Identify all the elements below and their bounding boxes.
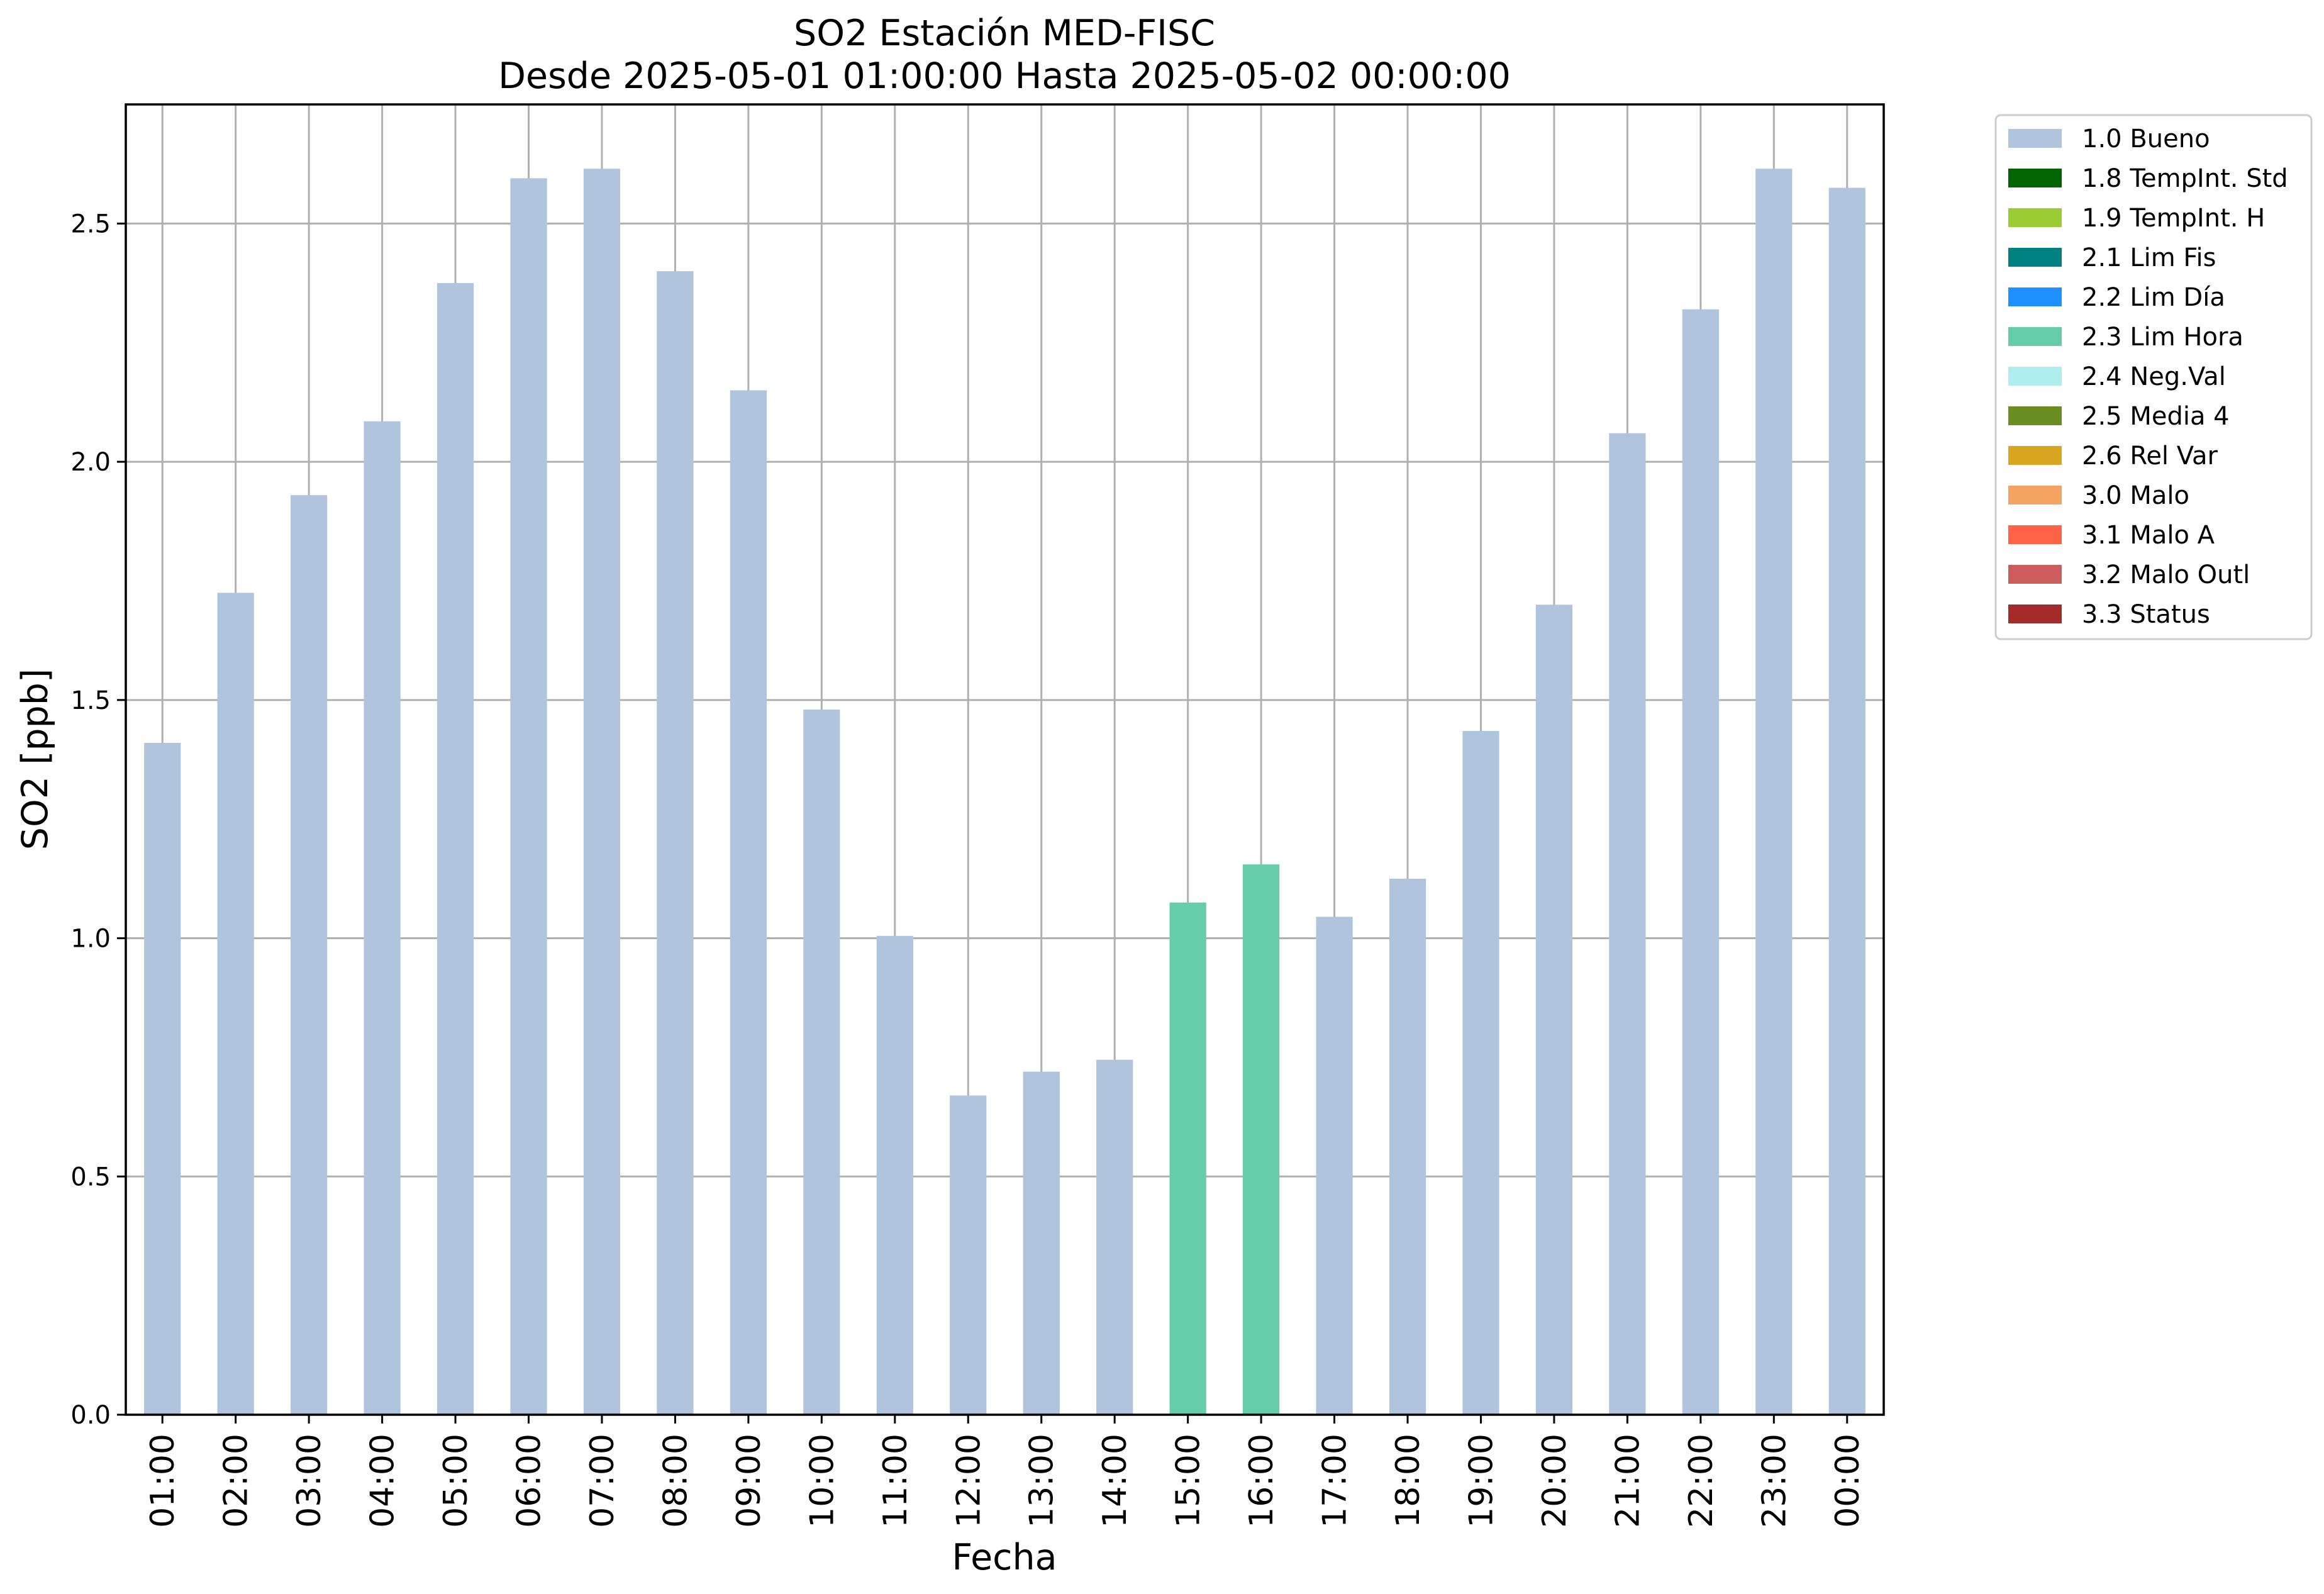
y-tick-label: 0.0 — [70, 1401, 111, 1430]
legend-swatch — [2008, 287, 2062, 306]
x-tick-label: 08:00 — [657, 1434, 694, 1528]
legend-label: 3.3 Status — [2082, 600, 2210, 629]
x-tick-label: 07:00 — [584, 1434, 621, 1528]
x-tick-label: 03:00 — [291, 1434, 328, 1528]
x-tick-label: 12:00 — [950, 1434, 987, 1528]
x-tick-label: 04:00 — [364, 1434, 402, 1528]
y-tick-label: 2.5 — [70, 209, 111, 238]
legend-frame — [1994, 114, 2313, 640]
x-tick-label: 18:00 — [1389, 1434, 1427, 1528]
x-tick-label: 20:00 — [1536, 1434, 1574, 1528]
bar-16:00 — [1242, 864, 1280, 1415]
x-axis-ticks: 01:00 02:00 03:00 04:00 05:00 06:00 07:00 08:00… — [144, 1415, 1867, 1528]
bar-17:00 — [1316, 917, 1353, 1415]
legend-label: 3.2 Malo Outl — [2082, 560, 2250, 589]
x-tick-label: 00:00 — [1829, 1434, 1867, 1528]
legend-label: 3.0 Malo — [2082, 481, 2189, 510]
legend-label: 2.3 Lim Hora — [2082, 323, 2243, 352]
legend-label: 3.1 Malo A — [2082, 521, 2215, 550]
legend-label: 2.5 Media 4 — [2082, 402, 2230, 431]
x-tick-label: 09:00 — [730, 1434, 768, 1528]
axes-frame — [125, 103, 1885, 1416]
bar-20:00 — [1535, 605, 1573, 1415]
bar-02:00 — [217, 593, 254, 1415]
x-tick-label: 23:00 — [1755, 1434, 1793, 1528]
bar-18:00 — [1389, 878, 1426, 1415]
legend-swatch — [2008, 605, 2062, 623]
x-tick-label: 17:00 — [1316, 1434, 1354, 1528]
x-tick-label: 21:00 — [1609, 1434, 1647, 1528]
y-tick-label: 1.5 — [70, 686, 111, 715]
chart-title: SO2 Estación MED-FISC — [794, 13, 1215, 54]
legend-swatch — [2008, 327, 2062, 346]
x-tick-label: 10:00 — [803, 1434, 841, 1528]
y-axis-label: SO2 [ppb] — [14, 669, 56, 850]
legend-swatch — [2008, 446, 2062, 465]
bar-19:00 — [1462, 731, 1499, 1415]
legend-label: 2.2 Lim Día — [2082, 283, 2225, 312]
legend: 1.0 Bueno 1.8 TempInt. Std 1.9 TempInt. H 2… — [1994, 114, 2313, 640]
bar-07:00 — [583, 169, 621, 1415]
x-tick-label: 01:00 — [144, 1434, 182, 1528]
legend-label: 1.8 TempInt. Std — [2082, 164, 2288, 193]
bar-03:00 — [291, 495, 328, 1415]
legend-swatch — [2008, 248, 2062, 267]
bar-00:00 — [1828, 187, 1865, 1415]
legend-swatch — [2008, 208, 2062, 227]
legend-swatch — [2008, 486, 2062, 504]
bar-10:00 — [803, 709, 840, 1415]
bar-23:00 — [1755, 169, 1793, 1415]
bar-08:00 — [657, 271, 694, 1415]
legend-swatch — [2008, 367, 2062, 386]
chart-subtitle: Desde 2025-05-01 01:00:00 Hasta 2025-05-… — [498, 55, 1511, 97]
x-tick-label: 14:00 — [1096, 1434, 1134, 1528]
legend-label: 2.4 Neg.Val — [2082, 362, 2226, 391]
legend-label: 2.1 Lim Fis — [2082, 243, 2216, 272]
y-tick-label: 1.0 — [70, 925, 111, 954]
y-tick-label: 2.0 — [70, 448, 111, 477]
bar-22:00 — [1682, 309, 1719, 1415]
x-tick-label: 06:00 — [511, 1434, 548, 1528]
bar-11:00 — [876, 935, 913, 1415]
x-tick-label: 15:00 — [1170, 1434, 1208, 1528]
x-tick-label: 11:00 — [877, 1434, 915, 1528]
bar-01:00 — [144, 742, 181, 1415]
legend-label: 2.6 Rel Var — [2082, 442, 2218, 471]
bar-05:00 — [436, 283, 474, 1415]
x-tick-label: 22:00 — [1682, 1434, 1720, 1528]
bar-14:00 — [1096, 1059, 1133, 1415]
bar-15:00 — [1169, 902, 1206, 1415]
bar-09:00 — [730, 390, 767, 1415]
legend-label: 1.0 Bueno — [2082, 125, 2210, 153]
x-tick-label: 02:00 — [218, 1434, 255, 1528]
bar-06:00 — [510, 178, 547, 1415]
x-tick-label: 05:00 — [437, 1434, 475, 1528]
x-axis-label: Fecha — [952, 1537, 1057, 1578]
bar-12:00 — [950, 1095, 987, 1415]
x-tick-label: 13:00 — [1023, 1434, 1061, 1528]
legend-label: 1.9 TempInt. H — [2082, 204, 2265, 233]
legend-swatch — [2008, 129, 2062, 148]
legend-swatch — [2008, 525, 2062, 544]
legend-swatch — [2008, 169, 2062, 187]
bar-21:00 — [1609, 433, 1646, 1415]
legend-swatch — [2008, 565, 2062, 584]
y-axis-ticks: 0.0 0.5 1.0 1.5 2.0 2.5 — [70, 209, 126, 1430]
bar-13:00 — [1023, 1071, 1060, 1415]
y-tick-label: 0.5 — [70, 1162, 111, 1191]
x-tick-label: 16:00 — [1243, 1434, 1281, 1528]
legend-swatch — [2008, 406, 2062, 425]
x-tick-label: 19:00 — [1462, 1434, 1500, 1528]
bars — [144, 169, 1865, 1415]
bar-04:00 — [364, 421, 401, 1415]
